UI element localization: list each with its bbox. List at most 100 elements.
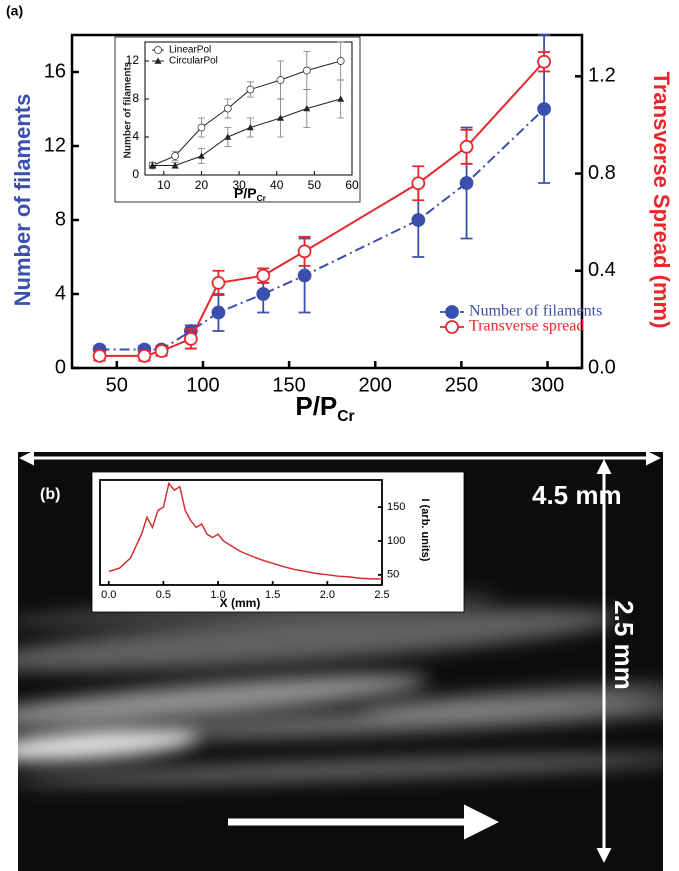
y-tick-label: 8 bbox=[55, 208, 66, 230]
x-tick-label: 20 bbox=[195, 178, 209, 192]
marker bbox=[197, 152, 205, 159]
x-tick-label: 250 bbox=[445, 374, 478, 396]
x-tick-label: 1.0 bbox=[210, 589, 225, 601]
y2-tick-label: 1.2 bbox=[588, 65, 616, 87]
marker bbox=[336, 57, 345, 65]
y2-tick-label: 0.0 bbox=[588, 356, 616, 378]
chart: 50 100 150 200 250 30004812160.00.40.81.2P/PC… bbox=[6, 3, 674, 426]
y-tick-label: 0 bbox=[132, 167, 139, 181]
legend-marker bbox=[445, 305, 459, 319]
x-axis-label-text: P/P bbox=[234, 185, 257, 201]
x-axis-label-text: P/P bbox=[295, 391, 337, 421]
marker bbox=[197, 123, 206, 132]
legend-label: Number of filaments bbox=[469, 303, 602, 320]
x-tick-label: 150 bbox=[272, 374, 305, 396]
marker bbox=[411, 176, 426, 191]
marker bbox=[297, 244, 312, 259]
marker bbox=[154, 344, 169, 358]
marker bbox=[256, 268, 271, 283]
y-axis-label: I (arb. units) bbox=[419, 499, 431, 562]
x-tick-label: 40 bbox=[270, 178, 284, 192]
x-axis-label-subscript: Cr bbox=[337, 408, 354, 425]
y-axis-label: Number of filaments bbox=[10, 94, 35, 307]
marker bbox=[256, 287, 271, 301]
x-tick-label: 300 bbox=[531, 374, 564, 396]
plot-frame bbox=[99, 479, 383, 586]
marker bbox=[276, 76, 285, 84]
marker bbox=[537, 54, 551, 69]
marker bbox=[537, 102, 551, 116]
x-axis-label: X (mm) bbox=[220, 596, 261, 610]
series-line bbox=[99, 61, 545, 357]
marker bbox=[224, 133, 232, 140]
series-line bbox=[152, 60, 341, 166]
series-line bbox=[99, 108, 545, 351]
marker bbox=[211, 305, 226, 320]
y-tick-label: 150 bbox=[387, 501, 405, 513]
marker bbox=[92, 348, 107, 363]
x-tick-label: 0.5 bbox=[156, 589, 171, 601]
x-tick-label: 30 bbox=[232, 178, 246, 192]
marker bbox=[149, 162, 157, 169]
marker bbox=[276, 114, 284, 121]
chart: 0.0 0.5 1.0 1.5 2.0 2.5 50 100 150 X (mm) I (arb. … bbox=[40, 471, 639, 690]
marker bbox=[459, 139, 474, 154]
x-tick-label: 2.5 bbox=[374, 589, 389, 601]
chart: 10 20 30 40 50 60 0 4 8 12 P/PCr Number of filament… bbox=[114, 36, 361, 203]
legend-label: Transverse spread bbox=[469, 318, 584, 335]
marker bbox=[337, 95, 345, 102]
y-tick-label: 50 bbox=[387, 569, 399, 581]
y-tick-label: 4 bbox=[132, 129, 139, 143]
marker bbox=[211, 276, 226, 290]
legend-marker bbox=[445, 320, 459, 334]
marker bbox=[246, 85, 255, 94]
legend-marker bbox=[154, 46, 162, 54]
x-tick-label: 10 bbox=[157, 178, 171, 192]
y2-axis-label: Transverse Spread (mm) bbox=[649, 72, 674, 329]
series-line bbox=[152, 98, 341, 166]
x-tick-label: 50 bbox=[308, 178, 322, 192]
marker bbox=[411, 213, 426, 227]
marker bbox=[303, 105, 311, 112]
panel-label: (b) bbox=[40, 486, 60, 503]
y-tick-label: 100 bbox=[387, 535, 405, 547]
marker bbox=[184, 331, 198, 346]
y2-tick-label: 0.4 bbox=[588, 259, 616, 281]
y-tick-label: 8 bbox=[132, 91, 139, 105]
plot-frame bbox=[70, 33, 584, 370]
x-axis-label: P/PCr bbox=[295, 391, 354, 425]
panel-label: (a) bbox=[6, 3, 23, 19]
y-tick-label: 4 bbox=[55, 282, 66, 304]
annotation: 2.5 mm bbox=[609, 600, 639, 690]
annotation: 4.5 mm bbox=[532, 480, 622, 510]
y-tick-label: 12 bbox=[126, 53, 140, 67]
marker bbox=[302, 66, 311, 75]
legend-label: CircularPol bbox=[169, 56, 218, 67]
marker bbox=[459, 176, 474, 190]
marker bbox=[137, 348, 152, 363]
x-tick-label: 50 bbox=[106, 374, 128, 396]
x-tick-label: 200 bbox=[359, 374, 392, 396]
legend-label: LinearPol bbox=[169, 45, 211, 56]
marker bbox=[171, 152, 179, 160]
y-axis-label: Number of filaments bbox=[123, 61, 134, 158]
x-tick-label: 100 bbox=[186, 374, 219, 396]
x-tick-label: 1.5 bbox=[265, 589, 280, 601]
x-tick-label: 0.0 bbox=[101, 589, 116, 601]
x-axis-label-text: X (mm) bbox=[220, 596, 261, 610]
y-tick-label: 16 bbox=[44, 60, 66, 82]
y2-tick-label: 0.8 bbox=[588, 162, 616, 184]
marker bbox=[223, 104, 232, 113]
series-line bbox=[108, 481, 382, 580]
x-tick-label: 60 bbox=[345, 178, 359, 192]
y-tick-label: 0 bbox=[55, 356, 66, 378]
marker bbox=[297, 268, 312, 283]
legend-marker bbox=[154, 57, 162, 64]
x-tick-label: 2.0 bbox=[320, 589, 335, 601]
inset-background bbox=[91, 471, 465, 613]
x-axis-label-subscript: Cr bbox=[257, 193, 267, 203]
y-tick-label: 12 bbox=[44, 134, 66, 156]
x-axis-label: P/PCr bbox=[234, 185, 267, 203]
marker bbox=[246, 124, 254, 131]
